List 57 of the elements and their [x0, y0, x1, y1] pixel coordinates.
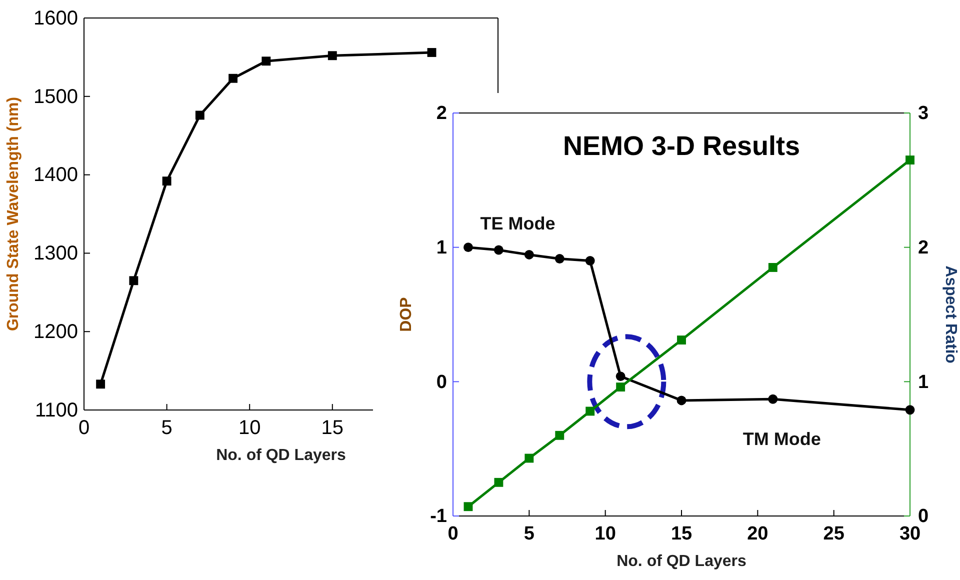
point	[677, 336, 686, 344]
annotation: TE Mode	[480, 213, 556, 234]
point	[554, 254, 564, 264]
annotation: TM Mode	[742, 429, 821, 450]
y2-tick-label: 3	[918, 103, 929, 124]
y2-axis-title: Aspect Ratio	[942, 266, 959, 364]
x-tick-label: 15	[321, 417, 344, 440]
point	[195, 110, 204, 120]
point	[162, 176, 172, 186]
y-tick-label: 1600	[34, 7, 78, 30]
y-tick-label: 1300	[34, 242, 78, 265]
point	[494, 478, 504, 487]
point	[616, 382, 626, 392]
point	[768, 263, 778, 272]
x-axis-title: No. of QD Layers	[616, 553, 746, 570]
y2-tick-label: 1	[918, 372, 929, 393]
point	[427, 48, 436, 57]
point	[906, 156, 914, 164]
point	[616, 372, 626, 382]
point	[585, 256, 595, 266]
point	[262, 56, 271, 66]
y-tick-label: 1200	[34, 321, 78, 343]
point	[464, 242, 473, 252]
point	[676, 396, 686, 406]
point	[464, 502, 473, 512]
point	[524, 454, 534, 463]
x-tick-label: 5	[524, 523, 535, 544]
point	[555, 430, 564, 440]
x-tick-label: 15	[670, 523, 692, 544]
point	[228, 74, 238, 83]
y-tick-label: 1100	[34, 399, 78, 422]
y-tick-label: 1400	[34, 164, 78, 186]
y2-tick-label: 0	[918, 506, 929, 528]
y-tick-label: 0	[436, 372, 447, 393]
point	[768, 394, 778, 404]
point	[328, 51, 337, 60]
point	[96, 380, 106, 389]
y2-tick-label: 2	[918, 237, 929, 258]
point	[905, 405, 915, 415]
point	[524, 250, 534, 260]
y-axis-title: Ground State Wavelength (nm)	[5, 96, 22, 332]
point	[129, 276, 138, 286]
y-axis-title: DOP	[398, 296, 415, 332]
y-tick-label: 1500	[34, 86, 78, 108]
y-tick-label: 2	[436, 103, 447, 124]
x-tick-label: 25	[823, 523, 845, 544]
x-axis-title: No. of QD Layers	[216, 447, 346, 464]
y-tick-label: 1	[436, 237, 448, 258]
x-tick-label: 10	[594, 523, 616, 544]
x-tick-label: 20	[747, 523, 768, 544]
x-tick-label: 10	[238, 417, 261, 440]
point	[586, 406, 595, 416]
x-tick-label: 5	[161, 417, 172, 440]
text: NEMO 3-D Results	[562, 131, 800, 161]
x-tick-label: 30	[899, 523, 921, 544]
y-tick-label: -1	[430, 506, 448, 528]
point	[494, 245, 504, 255]
